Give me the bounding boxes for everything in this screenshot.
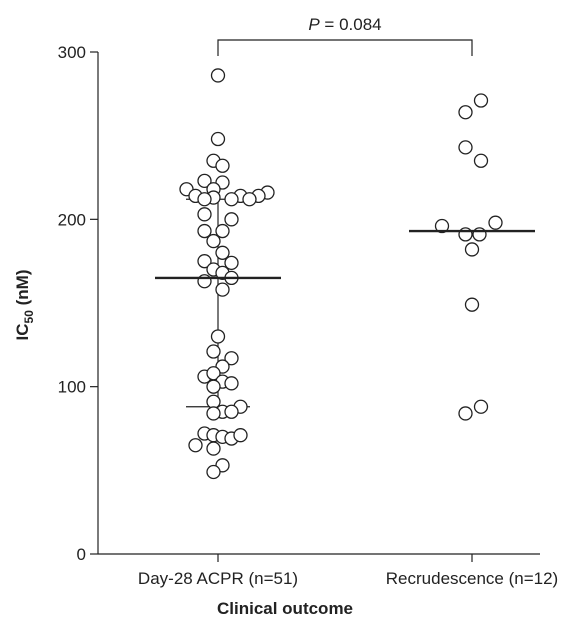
significance-bracket xyxy=(217,39,473,56)
medians xyxy=(155,229,535,280)
data-point-g2-10 xyxy=(464,297,480,312)
data-point-g1-31 xyxy=(206,344,221,359)
data-point-g2-5 xyxy=(488,215,503,230)
data-point-g1-49 xyxy=(188,438,203,453)
data-point-g1-50 xyxy=(206,441,221,456)
data-point-g1-38 xyxy=(206,379,221,394)
data-point-g1-23 xyxy=(197,254,212,269)
y-tick-label-0: 0 xyxy=(77,545,86,564)
data-point-g1-15 xyxy=(224,192,239,207)
data-point-g1-20 xyxy=(215,223,230,239)
x-tick-label-1: Day-28 ACPR (n=51) xyxy=(138,569,298,588)
data-point-g1-19 xyxy=(197,223,212,239)
data-point-g1-5 xyxy=(197,173,212,188)
data-point-g2-2 xyxy=(458,105,473,120)
p-value-symbol: P xyxy=(308,15,320,34)
data-point-g1-14 xyxy=(197,192,212,207)
data-point-g1-43 xyxy=(224,404,239,419)
data-point-g1-4 xyxy=(215,158,230,173)
y-axis-title-subscript: 50 xyxy=(22,310,36,324)
data-point-g1-21 xyxy=(206,233,221,249)
data-point-g1-17 xyxy=(197,207,212,222)
data-point-g1-18 xyxy=(224,212,239,227)
data-point-g1-24 xyxy=(224,255,239,270)
y-axis-title-unit: (nM) xyxy=(13,270,32,311)
data-point-g1-48 xyxy=(233,428,248,443)
data-point-g2-6 xyxy=(434,218,450,234)
y-tick-label-100: 100 xyxy=(58,378,86,397)
data-point-g2-9 xyxy=(464,242,480,257)
significance-annotation: P = 0.084 xyxy=(217,15,473,56)
data-point-g1-37 xyxy=(224,376,239,391)
data-points xyxy=(179,68,503,480)
data-point-g2-4 xyxy=(473,153,489,168)
p-value-text: = 0.084 xyxy=(320,15,382,34)
y-tick-label-300: 300 xyxy=(58,43,86,62)
data-point-g1-22 xyxy=(215,245,230,260)
data-point-g2-3 xyxy=(458,140,473,155)
data-point-g1-28 xyxy=(197,274,212,289)
axes: 0 100 200 300 Day-28 ACPR (n=51) Recrudescenc… xyxy=(58,43,559,588)
x-axis-title: Clinical outcome xyxy=(217,599,353,618)
data-point-g1-42 xyxy=(206,406,221,421)
data-point-g1-1 xyxy=(210,68,226,83)
p-value-label: P = 0.084 xyxy=(308,15,381,34)
data-point-g2-12 xyxy=(458,406,473,421)
data-point-g1-30 xyxy=(210,329,226,344)
data-point-g2-1 xyxy=(473,93,489,108)
data-point-g1-2 xyxy=(210,131,226,147)
data-point-g1-16 xyxy=(242,192,257,207)
data-point-g2-7 xyxy=(458,227,473,242)
data-point-g2-11 xyxy=(473,399,489,414)
y-tick-label-200: 200 xyxy=(58,210,86,229)
data-point-g1-52 xyxy=(206,464,221,480)
y-axis-title: IC50 (nM) xyxy=(13,270,36,341)
y-axis-title-main: IC xyxy=(13,323,32,340)
x-tick-label-2: Recrudescence (n=12) xyxy=(386,569,558,588)
data-point-g1-32 xyxy=(224,351,239,366)
data-point-g1-29 xyxy=(215,282,230,297)
data-point-g2-8 xyxy=(472,227,487,242)
